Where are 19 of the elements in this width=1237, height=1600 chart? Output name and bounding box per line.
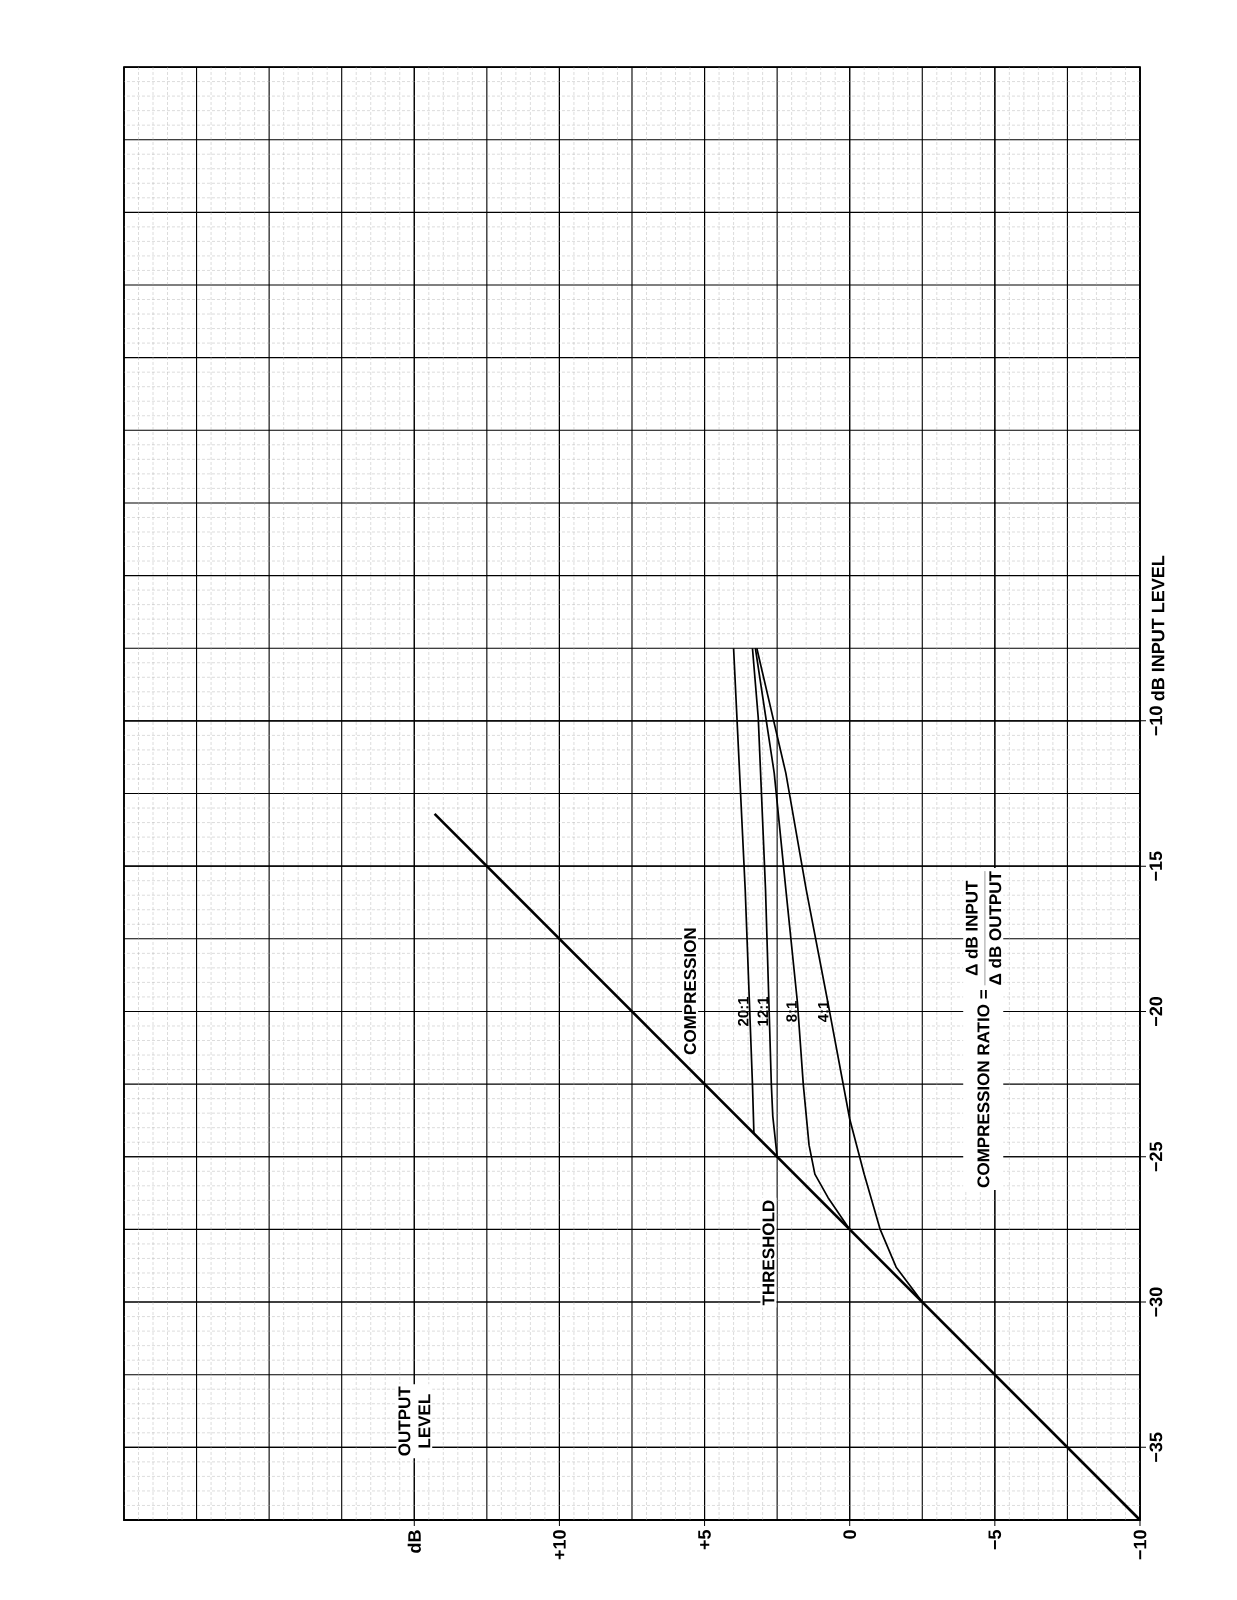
annotation: COMPRESSION	[684, 928, 697, 1055]
y-tick-label: −15	[1149, 851, 1163, 881]
annotation: Δ dB INPUT	[965, 880, 978, 976]
x-tick-label: +5	[698, 1530, 711, 1550]
x-tick-label: +10	[553, 1530, 566, 1560]
y-tick-label: −10	[1149, 706, 1163, 736]
text: 8:1	[786, 1001, 797, 1022]
y-axis-title: dB INPUT LEVEL	[1151, 555, 1165, 701]
y-tick-label: −25	[1149, 1141, 1163, 1172]
x-tick-label: 0	[843, 1530, 857, 1539]
annotation: OUTPUT LEVEL	[398, 1386, 431, 1456]
x-tick-label: −5	[988, 1530, 1002, 1550]
y-tick-label: −20	[1149, 996, 1163, 1026]
y-tick-label: −35	[1149, 1432, 1163, 1462]
annotation: THRESHOLD	[762, 1200, 775, 1306]
y-tick-label: −30	[1149, 1287, 1163, 1317]
annotation: Δ dB OUTPUT	[988, 871, 1002, 985]
annotation: COMPRESSION RATIO =	[977, 990, 990, 1188]
x-tick-label: dB	[407, 1530, 421, 1553]
